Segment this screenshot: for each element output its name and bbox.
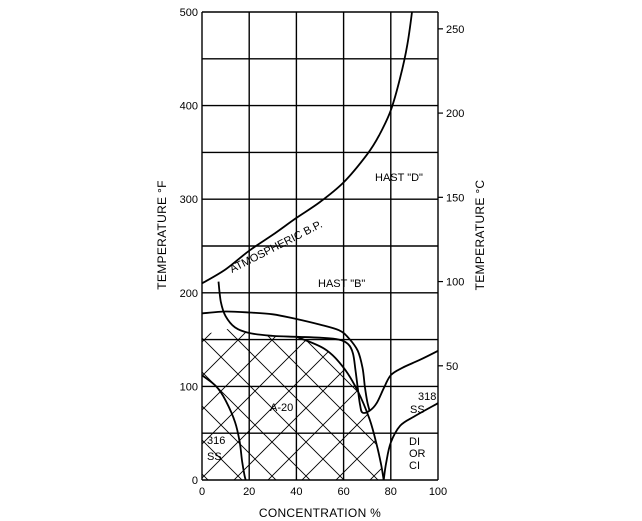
a20-hatched-region xyxy=(202,327,384,480)
y-axis-left-title: TEMPERATURE °F xyxy=(155,180,169,289)
curve-5 xyxy=(382,402,438,480)
y-right-tick-label-2: 150 xyxy=(446,192,464,204)
y-left-tick-label-2: 200 xyxy=(180,288,198,300)
y-axis-left-ticks: 0 100 200 300 400 500 xyxy=(180,7,198,487)
ss318-label-line2: SS xyxy=(410,404,425,416)
x-tick-label-1: 20 xyxy=(243,486,255,498)
y-left-tick-label-0: 0 xyxy=(192,475,198,487)
ss318-label-line1: 318 xyxy=(418,391,436,403)
x-axis-ticks: 0 20 40 60 80 100 xyxy=(199,486,447,498)
grid xyxy=(201,11,439,481)
y-left-tick-label-3: 300 xyxy=(180,194,198,206)
dici-label-line3: CI xyxy=(409,460,420,472)
x-tick-label-0: 0 xyxy=(199,486,205,498)
x-tick-label-4: 80 xyxy=(385,486,397,498)
y-left-tick-label-1: 100 xyxy=(180,381,198,393)
dici-label-line1: DI xyxy=(409,436,420,448)
a20-label: A-20 xyxy=(270,402,293,414)
hast-d-label: HAST "D" xyxy=(375,172,423,184)
y-axis-right-title: TEMPERATURE °C xyxy=(473,180,487,291)
ss316-label-line2: SS xyxy=(207,451,222,463)
y-right-tick-label-1: 100 xyxy=(446,277,464,289)
hast-b-label: HAST "B" xyxy=(318,278,365,290)
y-left-tick-label-5: 500 xyxy=(180,7,198,19)
curve-0 xyxy=(202,12,413,285)
curve-4 xyxy=(202,374,247,480)
curve-3 xyxy=(296,335,385,480)
x-tick-label-3: 60 xyxy=(337,486,349,498)
y-right-tick-label-3: 200 xyxy=(446,108,464,120)
y-right-tick-label-4: 250 xyxy=(446,24,464,36)
ss316-label-line1: 316 xyxy=(207,435,225,447)
curves xyxy=(202,12,438,480)
y-right-tick-label-0: 50 xyxy=(446,361,458,373)
x-tick-label-5: 100 xyxy=(429,486,447,498)
y-axis-right-ticks: 50 100 150 200 250 xyxy=(438,24,464,373)
curve-2 xyxy=(202,310,371,411)
dici-label-line2: OR xyxy=(409,448,426,460)
x-axis-title: CONCENTRATION % xyxy=(259,506,381,520)
x-tick-label-2: 40 xyxy=(290,486,302,498)
y-left-tick-label-4: 400 xyxy=(180,101,198,113)
curve-1 xyxy=(217,281,438,414)
atmospheric-bp-label: ATMOSPHERIC B.P. xyxy=(228,219,325,276)
